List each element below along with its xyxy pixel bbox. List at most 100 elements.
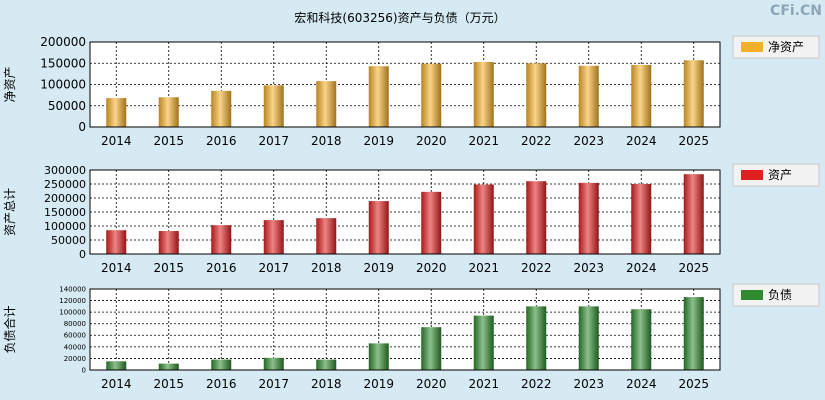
x-tick-label: 2017: [258, 134, 289, 148]
y-tick-label: 50000: [48, 99, 86, 113]
bar-net-2014: [106, 98, 127, 127]
x-tick-label: 2019: [363, 261, 394, 275]
x-tick-label: 2021: [468, 134, 499, 148]
y-tick-label: 120000: [59, 297, 86, 305]
x-tick-label: 2015: [153, 377, 184, 391]
legend-box: [732, 163, 820, 187]
bar-assets-2016: [211, 225, 232, 254]
y-axis-title: 净资产: [3, 66, 17, 102]
bar-liab-2017: [263, 357, 284, 370]
bar-assets-2018: [316, 218, 337, 254]
x-tick-label: 2020: [416, 261, 447, 275]
legend-label: 资产: [768, 168, 792, 182]
x-tick-label: 2017: [258, 377, 289, 391]
y-axis-title: 负债合计: [2, 305, 17, 353]
x-tick-label: 2024: [626, 134, 657, 148]
legend-swatch: [741, 170, 763, 180]
y-tick-label: 300000: [44, 164, 86, 177]
y-tick-label: 250000: [44, 178, 86, 191]
y-tick-label: 80000: [64, 320, 86, 328]
x-tick-label: 2016: [206, 261, 237, 275]
y-tick-label: 60000: [64, 332, 86, 340]
plot-frame: [89, 288, 721, 371]
y-tick-label: 20000: [64, 355, 86, 363]
y-tick-label: 100000: [59, 309, 86, 317]
bar-liab-2018: [316, 359, 337, 370]
bar-net-2023: [578, 65, 599, 127]
legend-assets: 资产: [732, 163, 820, 187]
legend-swatch: [741, 42, 763, 52]
plot-area: [90, 289, 720, 370]
legend-swatch: [741, 290, 763, 300]
y-tick-label: 200000: [40, 35, 86, 49]
y-tick-label: 50000: [51, 234, 86, 247]
bar-net-2024: [631, 64, 652, 127]
x-tick-label: 2022: [521, 134, 552, 148]
x-tick-label: 2022: [521, 261, 552, 275]
bar-assets-2025: [683, 174, 704, 254]
x-tick-label: 2019: [363, 134, 394, 148]
bar-assets-2023: [578, 182, 599, 254]
bar-net-2020: [421, 63, 442, 127]
bar-assets-2014: [106, 230, 127, 254]
bar-net-2016: [211, 90, 232, 127]
bar-assets-2020: [421, 191, 442, 254]
x-tick-label: 2024: [626, 261, 657, 275]
legend-box: [732, 283, 820, 307]
x-tick-label: 2015: [153, 261, 184, 275]
x-tick-label: 2015: [153, 134, 184, 148]
x-tick-label: 2018: [311, 261, 342, 275]
y-tick-label: 150000: [44, 206, 86, 219]
legend-box: [732, 35, 820, 59]
plot-frame: [89, 169, 721, 255]
y-tick-label: 0: [78, 120, 86, 134]
y-tick-label: 140000: [59, 285, 86, 293]
chart-title: 宏和科技(603256)资产与负债（万元）: [294, 10, 505, 25]
x-tick-label: 2014: [101, 134, 132, 148]
x-tick-label: 2023: [573, 134, 604, 148]
bar-net-2017: [263, 85, 284, 127]
x-tick-label: 2016: [206, 377, 237, 391]
y-tick-label: 0: [79, 248, 86, 261]
x-tick-label: 2025: [678, 377, 709, 391]
bar-net-2021: [473, 61, 494, 127]
plot-frame: [89, 41, 721, 128]
bar-liab-2025: [683, 297, 704, 370]
x-tick-label: 2023: [573, 261, 604, 275]
x-tick-label: 2020: [416, 134, 447, 148]
bar-net-2025: [683, 60, 704, 127]
x-tick-label: 2016: [206, 134, 237, 148]
bar-liab-2024: [631, 309, 652, 370]
bar-liab-2020: [421, 327, 442, 370]
x-tick-label: 2019: [363, 377, 394, 391]
bar-assets-2021: [473, 184, 494, 254]
x-tick-label: 2021: [468, 261, 499, 275]
x-tick-label: 2024: [626, 377, 657, 391]
bar-assets-2015: [158, 231, 179, 254]
legend-liab: 负债: [732, 283, 820, 307]
x-tick-label: 2018: [311, 377, 342, 391]
bar-liab-2016: [211, 359, 232, 370]
bar-liab-2019: [368, 343, 389, 370]
x-tick-label: 2025: [678, 134, 709, 148]
bar-liab-2022: [526, 306, 547, 370]
bar-liab-2015: [158, 363, 179, 370]
x-tick-label: 2021: [468, 377, 499, 391]
legend-label: 负债: [768, 288, 792, 302]
y-tick-label: 40000: [64, 343, 86, 351]
y-tick-label: 0: [82, 366, 86, 374]
y-tick-label: 100000: [44, 220, 86, 233]
x-tick-label: 2014: [101, 377, 132, 391]
x-tick-label: 2018: [311, 134, 342, 148]
bar-liab-2014: [106, 361, 127, 370]
bar-net-2018: [316, 81, 337, 127]
y-tick-label: 100000: [40, 78, 86, 92]
panel-liab: 0 20000 40000 60000 80000 100000 120000 140000 2…: [2, 283, 820, 391]
bar-assets-2022: [526, 181, 547, 254]
watermark-text: CFi.CN: [770, 3, 822, 19]
bar-liab-2023: [578, 306, 599, 370]
x-tick-label: 2014: [101, 261, 132, 275]
